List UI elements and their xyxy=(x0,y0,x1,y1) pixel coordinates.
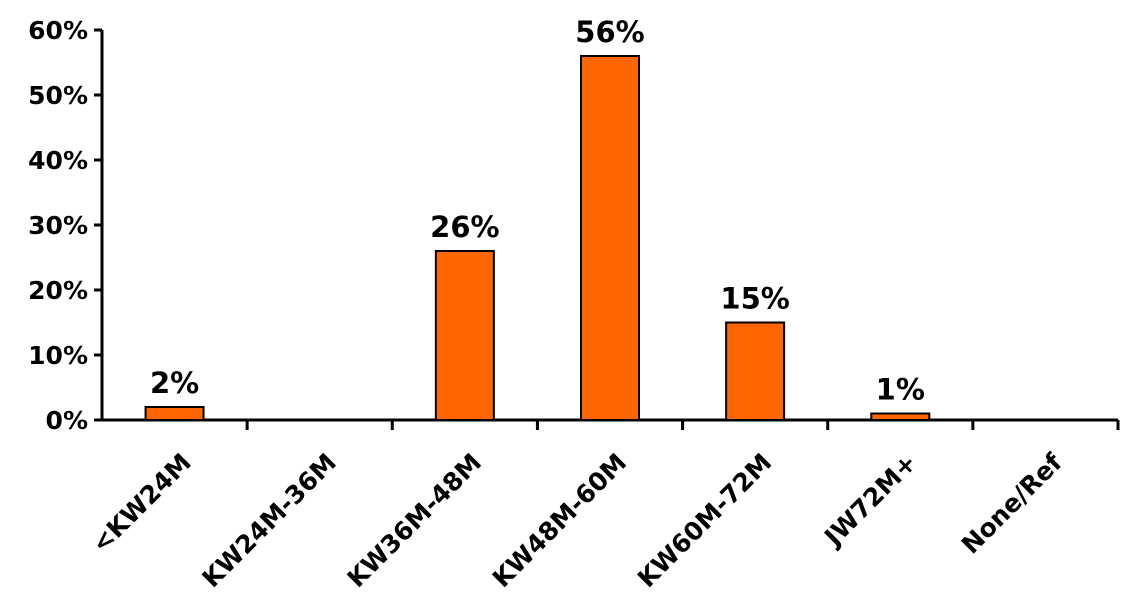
bar xyxy=(870,412,931,421)
bar xyxy=(580,55,640,421)
data-label: 26% xyxy=(430,210,499,244)
data-labels: 2% 26% 56% 15% 1% xyxy=(150,15,925,407)
bar xyxy=(434,250,495,421)
data-label: 56% xyxy=(575,15,644,49)
category-label: None/Ref xyxy=(956,447,1069,560)
y-axis: 0% 10% 20% 30% 40% 50% 60% xyxy=(28,16,104,435)
y-tick-label: 60% xyxy=(28,16,88,45)
category-labels: <KW24M KW24M-36M KW36M-48M KW48M-60M KW60M-7… xyxy=(86,447,1068,593)
category-label: KW36M-48M xyxy=(342,448,487,593)
x-axis xyxy=(102,418,1120,430)
category-label: KW48M-60M xyxy=(487,448,632,593)
bars xyxy=(144,55,931,421)
y-tick-label: 0% xyxy=(46,406,88,435)
category-label: KW60M-72M xyxy=(632,448,777,593)
data-label: 1% xyxy=(876,373,925,407)
category-label: JW72M+ xyxy=(818,448,923,553)
bar xyxy=(144,406,205,421)
y-tick-label: 40% xyxy=(28,146,88,175)
category-label: <KW24M xyxy=(86,448,197,559)
y-tick-label: 30% xyxy=(28,211,88,240)
bar xyxy=(725,321,786,421)
y-tick-label: 50% xyxy=(28,81,88,110)
category-label: KW24M-36M xyxy=(197,448,342,593)
y-tick-label: 20% xyxy=(28,276,88,305)
y-tick-label: 10% xyxy=(28,341,88,370)
data-label: 2% xyxy=(150,366,199,400)
data-label: 15% xyxy=(720,282,789,316)
